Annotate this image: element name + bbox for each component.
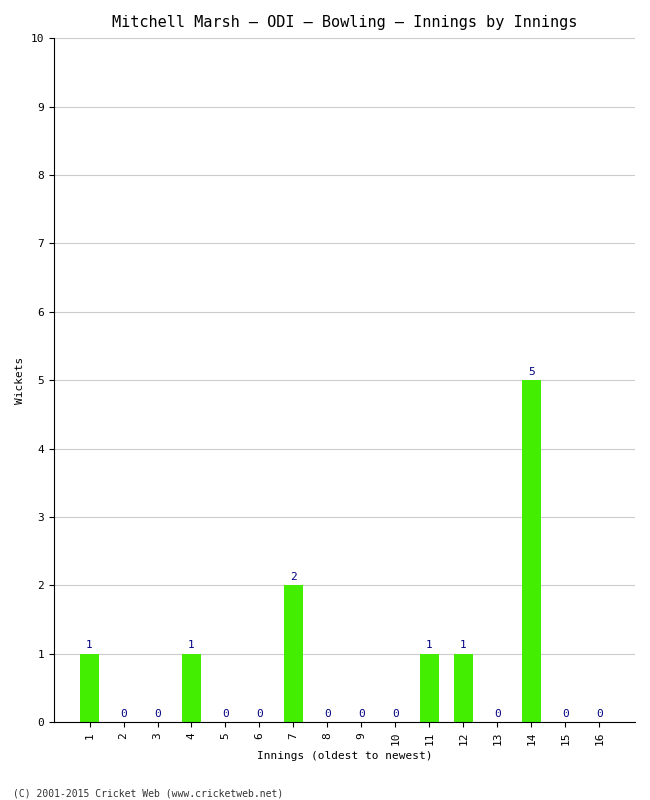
Text: (C) 2001-2015 Cricket Web (www.cricketweb.net): (C) 2001-2015 Cricket Web (www.cricketwe…	[13, 788, 283, 798]
Text: 0: 0	[494, 709, 500, 719]
Text: 0: 0	[120, 709, 127, 719]
Text: 5: 5	[528, 366, 535, 377]
X-axis label: Innings (oldest to newest): Innings (oldest to newest)	[257, 751, 432, 761]
Text: 0: 0	[392, 709, 398, 719]
Text: 1: 1	[188, 640, 195, 650]
Text: 0: 0	[358, 709, 365, 719]
Text: 0: 0	[154, 709, 161, 719]
Text: 0: 0	[256, 709, 263, 719]
Bar	[182, 654, 201, 722]
Text: 2: 2	[290, 572, 297, 582]
Bar	[420, 654, 439, 722]
Bar	[80, 654, 99, 722]
Text: 0: 0	[222, 709, 229, 719]
Text: 0: 0	[324, 709, 331, 719]
Bar	[454, 654, 473, 722]
Text: 1: 1	[426, 640, 433, 650]
Text: 1: 1	[86, 640, 93, 650]
Y-axis label: Wickets: Wickets	[15, 357, 25, 404]
Text: 0: 0	[562, 709, 569, 719]
Text: 1: 1	[460, 640, 467, 650]
Text: 0: 0	[596, 709, 603, 719]
Bar	[522, 380, 541, 722]
Title: Mitchell Marsh – ODI – Bowling – Innings by Innings: Mitchell Marsh – ODI – Bowling – Innings…	[112, 15, 577, 30]
Bar	[284, 586, 303, 722]
